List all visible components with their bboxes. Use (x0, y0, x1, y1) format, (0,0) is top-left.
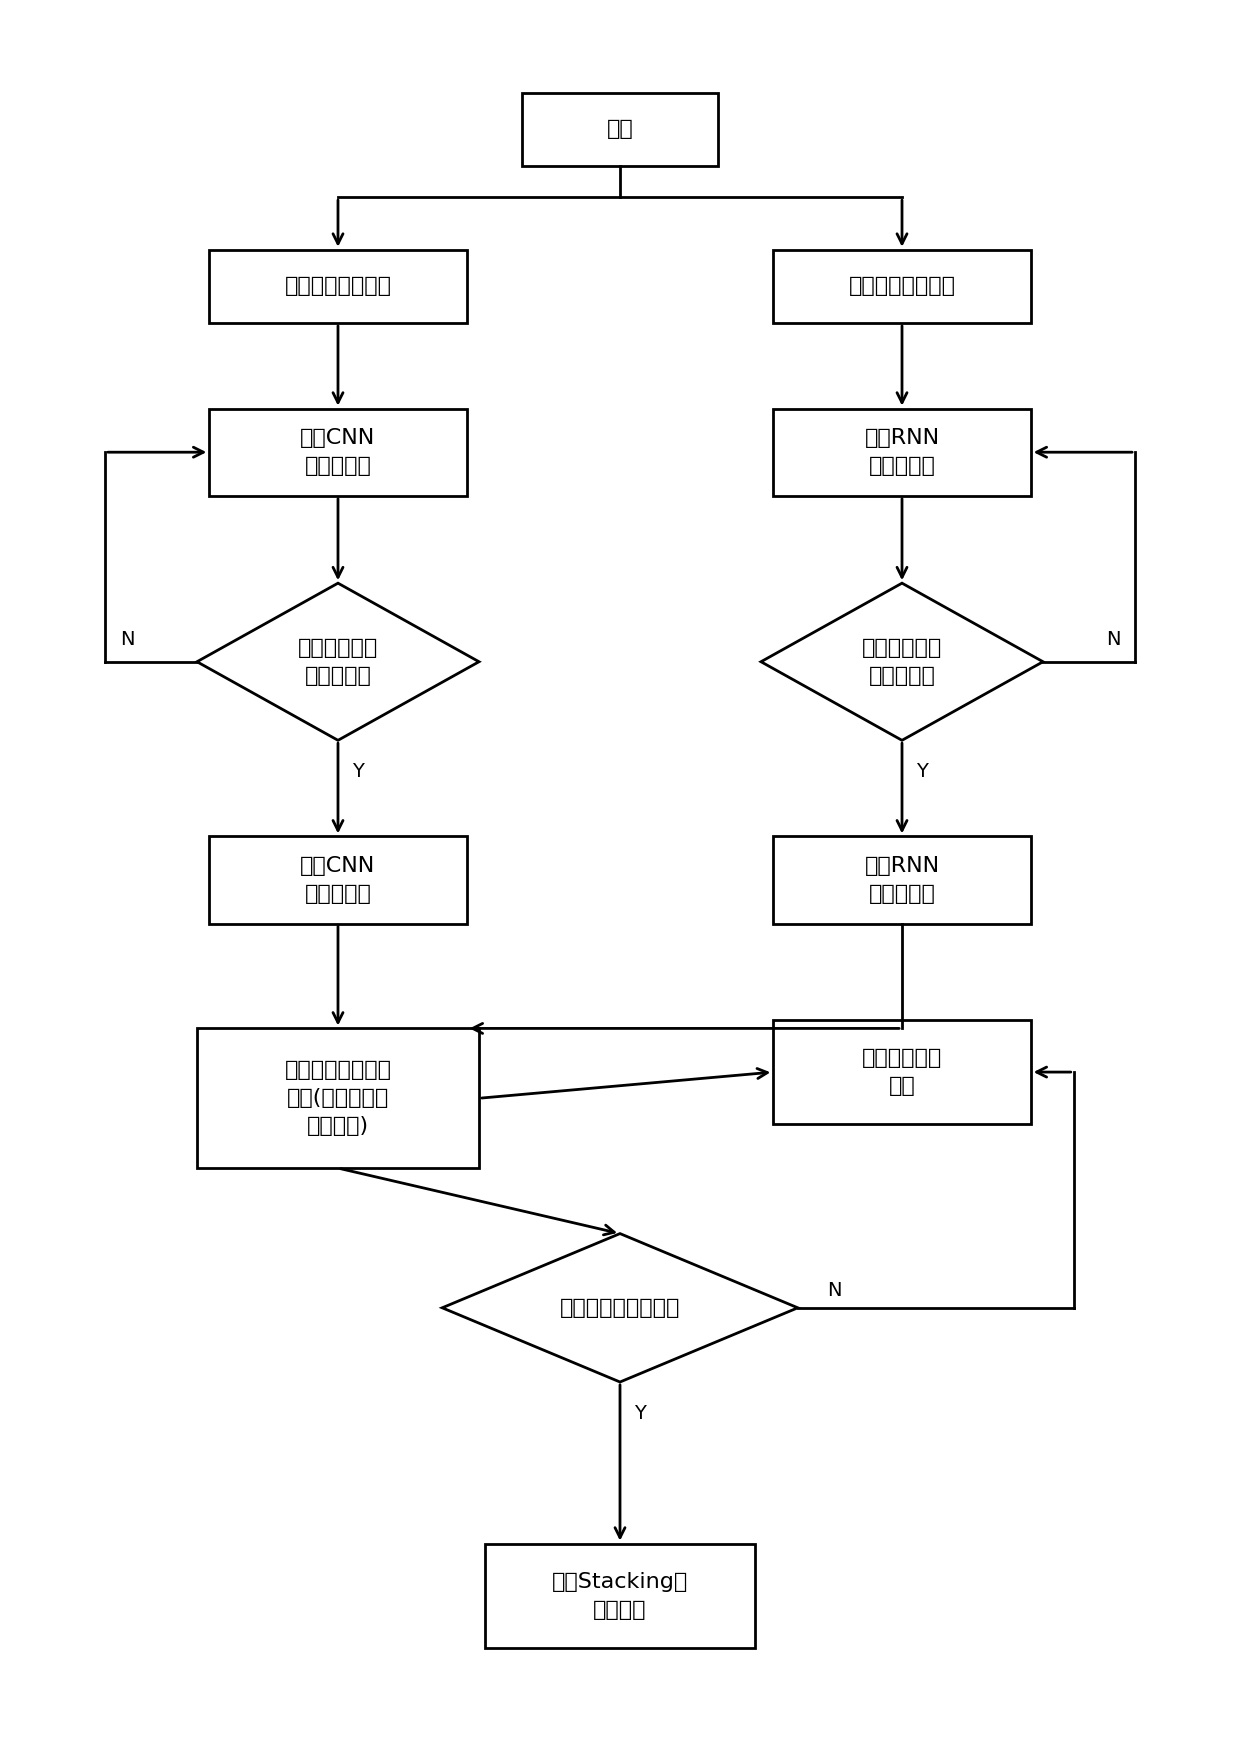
Text: N: N (1106, 630, 1120, 648)
Text: N: N (120, 630, 134, 648)
Text: Y: Y (634, 1404, 646, 1422)
Text: 性能是否有所提升？: 性能是否有所提升？ (559, 1297, 681, 1318)
FancyBboxPatch shape (197, 1028, 479, 1169)
Text: 开始: 开始 (606, 120, 634, 139)
Text: Y: Y (915, 762, 928, 781)
FancyBboxPatch shape (522, 93, 718, 165)
Text: 获取一级分类器的
输出(二级元学习
器的输入): 获取一级分类器的 输出(二级元学习 器的输入) (284, 1060, 392, 1137)
Polygon shape (443, 1234, 797, 1382)
FancyBboxPatch shape (774, 1019, 1030, 1125)
Text: 是否达到预期
综合性能？: 是否达到预期 综合性能？ (298, 637, 378, 686)
Text: 生成CNN
一级分类器: 生成CNN 一级分类器 (300, 428, 376, 477)
FancyBboxPatch shape (774, 408, 1030, 496)
Text: 得到Stacking集
成分类器: 得到Stacking集 成分类器 (552, 1572, 688, 1619)
Text: Y: Y (352, 762, 363, 781)
Text: 是否达到预期
综合性能？: 是否达到预期 综合性能？ (862, 637, 942, 686)
FancyBboxPatch shape (774, 836, 1030, 924)
Text: 得到CNN
一级分类器: 得到CNN 一级分类器 (300, 855, 376, 905)
Polygon shape (761, 583, 1043, 741)
FancyBboxPatch shape (210, 836, 466, 924)
Text: 输入原始天气数据: 输入原始天气数据 (848, 276, 956, 296)
Text: 生成RNN
一级分类器: 生成RNN 一级分类器 (864, 428, 940, 477)
FancyBboxPatch shape (210, 408, 466, 496)
Text: N: N (827, 1281, 842, 1301)
Text: 得到RNN
一级分类器: 得到RNN 一级分类器 (864, 855, 940, 905)
Text: 输入原始天气数据: 输入原始天气数据 (284, 276, 392, 296)
FancyBboxPatch shape (485, 1544, 755, 1649)
Polygon shape (197, 583, 479, 741)
Text: 生成二级元分
类器: 生成二级元分 类器 (862, 1047, 942, 1096)
FancyBboxPatch shape (774, 250, 1030, 324)
FancyBboxPatch shape (210, 250, 466, 324)
